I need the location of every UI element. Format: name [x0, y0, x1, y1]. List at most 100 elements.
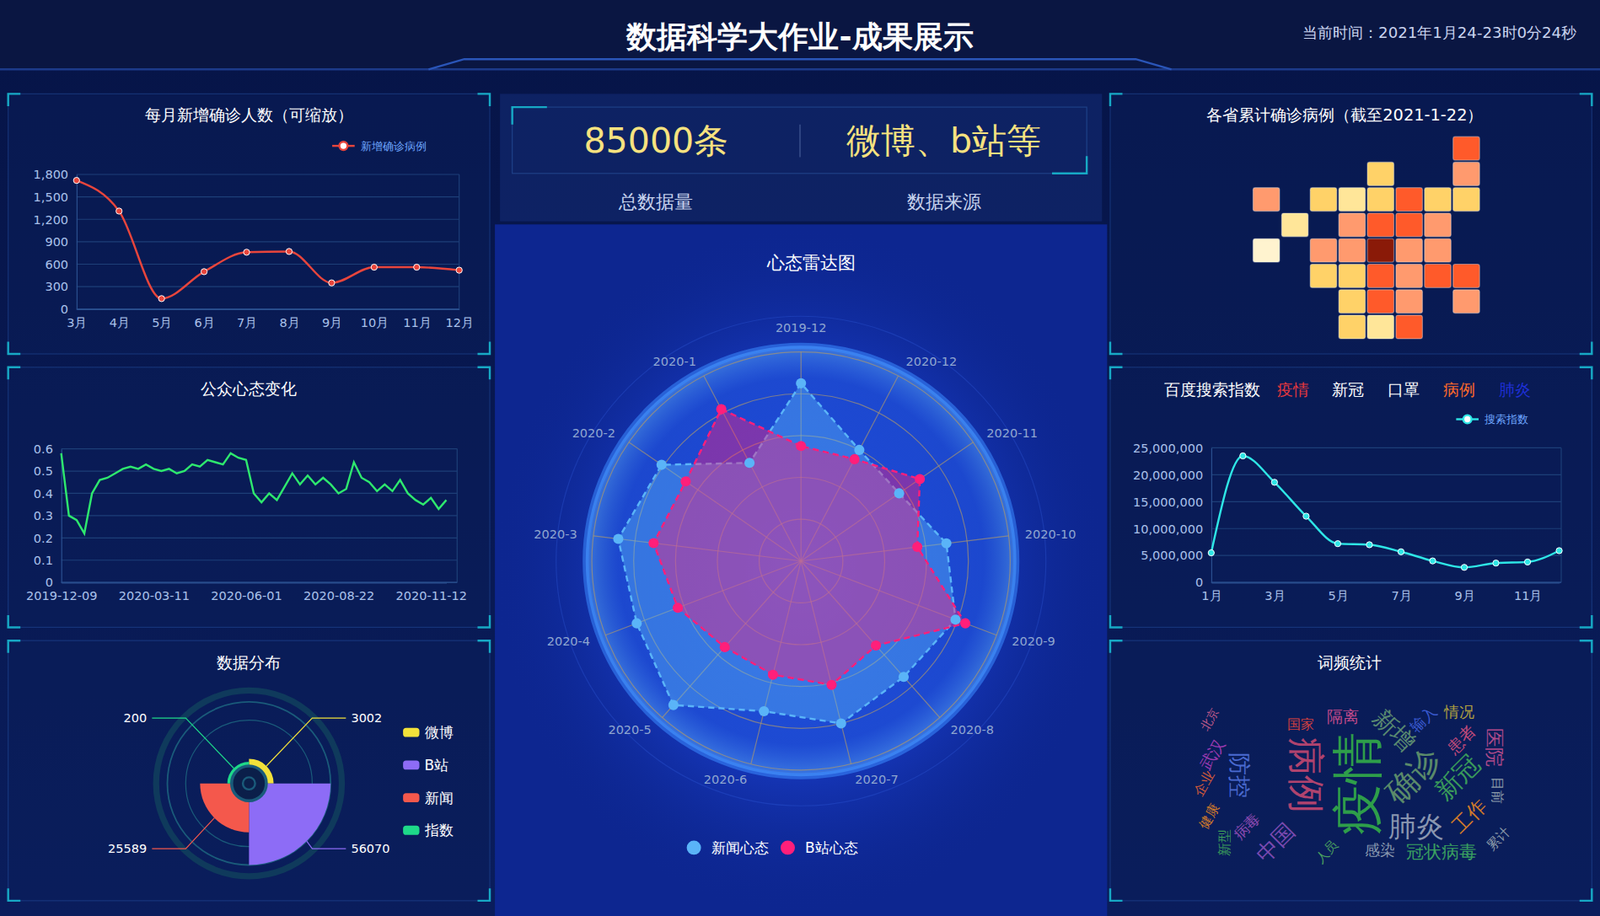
x-tick-label: 12月 [445, 316, 474, 330]
x-tick: 2020-06-01 [210, 582, 282, 603]
y-tick-label: 0 [45, 575, 54, 590]
word: 累计 [1482, 823, 1514, 854]
panel-corner [477, 367, 490, 381]
region-tile [1395, 289, 1423, 314]
x-tick-label: 7月 [236, 316, 258, 330]
region-tile [1367, 264, 1394, 289]
header-deco [428, 59, 1171, 70]
plot-frame [76, 308, 460, 310]
series-point [328, 279, 335, 286]
y-tick-label: 0 [60, 302, 69, 317]
axis-label: 2020-5 [607, 723, 651, 737]
radar-point [836, 718, 847, 729]
y-tick-label: 600 [44, 257, 69, 272]
y-tick-label: 900 [44, 235, 69, 249]
word: 肺炎 [1388, 810, 1445, 843]
y-tick-label: 0.6 [33, 442, 54, 457]
grid-line [61, 582, 458, 584]
panel-corner [1579, 367, 1593, 381]
x-tick-label: 11月 [1514, 589, 1542, 603]
stat-label: 总数据量 [617, 191, 693, 213]
word: 人员 [1312, 837, 1342, 867]
grid-line [76, 219, 460, 221]
x-tick-label: 5月 [1327, 589, 1348, 603]
series-point [413, 263, 420, 270]
y-tick: 0 [1195, 575, 1212, 590]
y-tick: 1,200 [33, 213, 77, 227]
y-tick-label: 0.4 [33, 487, 54, 501]
panel-corner [477, 640, 490, 654]
legend-marker [402, 728, 419, 738]
series-line [61, 453, 447, 534]
x-tick-label: 10月 [360, 316, 389, 330]
y-tick-label: 5,000,000 [1140, 548, 1203, 563]
panel-corner [477, 93, 490, 107]
legend-marker [402, 826, 419, 836]
word: 目前 [1489, 777, 1506, 805]
series-point [1492, 560, 1499, 567]
panel-corner [8, 342, 22, 355]
grid-ring [591, 352, 1010, 771]
series-point [73, 177, 80, 183]
wordcloud-panel: 词频统计疫情病例确诊肺炎新冠防控新增中国医院工作冠状病毒武汉隔离患者感染病毒输入… [1110, 640, 1592, 902]
grid-line [61, 493, 458, 494]
rose-center [231, 766, 267, 801]
y-tick-label: 1,200 [33, 213, 70, 227]
x-axis: 1月3月5月7月9月11月 [1201, 582, 1560, 603]
stat-label: 数据来源 [907, 191, 982, 213]
region-tile [1338, 315, 1365, 339]
y-tick-label: 0.3 [33, 509, 54, 523]
y-tick: 25,000,000 [1132, 441, 1212, 456]
new-cases-panel: 每月新增确诊人数（可缩放）03006009001,2001,5001,8003月… [8, 93, 490, 355]
radar-point [612, 533, 623, 544]
stats-box [512, 107, 1087, 174]
region-tile [1424, 264, 1451, 289]
word: 防控 [1226, 752, 1253, 799]
radar-chart: 心态雷达图2019-122020-12020-22020-32020-42020… [533, 252, 1076, 857]
region-tile [1424, 187, 1451, 212]
region-tile [1252, 238, 1279, 263]
radar-point [849, 454, 860, 465]
panel-corner [1110, 342, 1123, 355]
region-tile [1338, 264, 1365, 289]
x-tick: 7月 [1390, 582, 1412, 603]
panel-corner [1110, 615, 1123, 629]
region-tile [1395, 187, 1423, 212]
series-point [243, 249, 250, 256]
x-tick-label: 5月 [151, 316, 172, 330]
x-axis-line [1211, 582, 1560, 584]
grid-line [1211, 447, 1562, 449]
legend-label: 新闻 [424, 789, 454, 807]
data-label: 25589 [107, 842, 147, 856]
legend-label: B站心态 [805, 839, 859, 857]
legend-label: 微博 [424, 724, 454, 741]
data-label: 56070 [350, 842, 390, 856]
panel-bg [8, 640, 490, 902]
radar-point [719, 642, 731, 653]
plot [61, 453, 447, 534]
x-tick: 8月 [279, 309, 300, 330]
map-panel: 各省累计确诊病例（截至2021-1-22） [1110, 93, 1592, 355]
y-tick-label: 0.2 [33, 531, 54, 546]
grid-line [76, 196, 460, 198]
radar-point [648, 537, 659, 548]
radar-body: 2019-122020-12020-22020-32020-42020-5202… [533, 316, 1076, 806]
x-tick: 9月 [322, 309, 343, 330]
word: 感染 [1364, 841, 1396, 860]
region-tile [1310, 264, 1337, 289]
plot-frame [1560, 447, 1562, 583]
region-tile [1424, 213, 1451, 237]
x-tick: 10月 [360, 309, 389, 330]
word: 北京 [1197, 705, 1221, 733]
region-tile [1395, 213, 1423, 237]
y-tick: 0.5 [33, 464, 62, 478]
legend-label: 新增确诊病例 [360, 139, 427, 153]
x-tick-label: 2019-12-09 [26, 589, 97, 603]
keyword-tab: 病例 [1443, 380, 1476, 400]
radar-point [894, 488, 905, 499]
panel-bg [1110, 367, 1592, 629]
plot [612, 378, 971, 730]
y-tick-label: 10,000,000 [1132, 522, 1203, 537]
series-point [1429, 558, 1436, 564]
y-tick-label: 0 [1195, 575, 1203, 590]
